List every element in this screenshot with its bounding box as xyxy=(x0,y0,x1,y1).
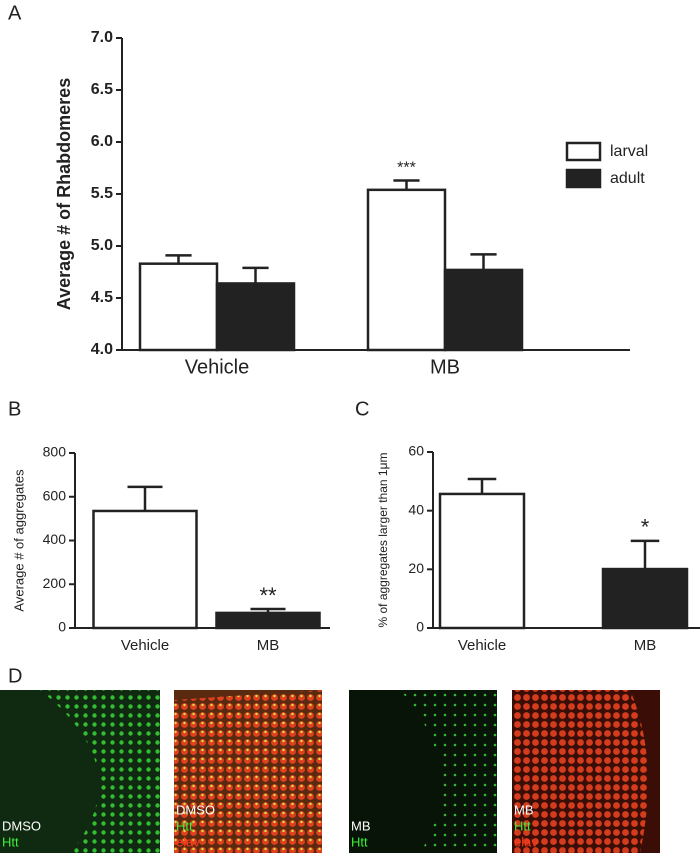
bar xyxy=(438,492,526,630)
bar xyxy=(215,611,321,630)
image-label: elav xyxy=(514,834,538,849)
error-bar xyxy=(127,485,163,511)
x-tick-label: MB xyxy=(257,637,280,654)
x-tick-label: MB xyxy=(634,637,657,654)
x-tick-label: Vehicle xyxy=(185,356,250,378)
y-tick-label: 60 xyxy=(408,443,424,459)
y-axis-label: Average # of Rhabdomeres xyxy=(54,78,74,310)
bar xyxy=(366,188,447,352)
image-label: MB xyxy=(351,818,371,833)
y-tick-label: 4.0 xyxy=(91,341,113,358)
y-tick-label: 0 xyxy=(58,619,66,635)
significance-label: ** xyxy=(259,583,277,608)
significance-label: *** xyxy=(397,160,416,177)
y-axis-label: Average # of aggregates xyxy=(11,469,26,612)
micrograph-texture xyxy=(400,690,497,853)
image-label: Htt xyxy=(176,818,193,833)
image-label: elav xyxy=(176,834,200,849)
micrograph-texture xyxy=(40,690,160,853)
y-axis-label: % of aggregates larger than 1μm xyxy=(376,452,390,627)
error-bar xyxy=(467,477,497,494)
y-tick-label: 6.5 xyxy=(91,81,113,98)
y-tick-label: 6.0 xyxy=(91,133,113,150)
legend-swatch xyxy=(565,141,602,162)
legend-label: adult xyxy=(610,170,645,187)
x-tick-label: Vehicle xyxy=(121,637,169,654)
error-bar xyxy=(393,179,420,190)
error-bar xyxy=(470,253,497,270)
micrographs xyxy=(0,690,660,853)
bar xyxy=(215,282,296,352)
y-tick-label: 5.0 xyxy=(91,237,113,254)
significance-label: * xyxy=(641,515,650,540)
error-bar xyxy=(242,266,269,284)
y-tick-label: 800 xyxy=(43,444,67,460)
micrograph-texture xyxy=(512,690,648,853)
y-tick-label: 4.5 xyxy=(91,289,113,306)
y-tick-label: 600 xyxy=(43,487,67,503)
y-tick-label: 0 xyxy=(416,619,424,635)
image-label: DMSO xyxy=(176,802,215,817)
x-tick-label: MB xyxy=(430,356,460,378)
bar xyxy=(138,262,219,352)
error-bar xyxy=(630,539,660,570)
y-tick-label: 400 xyxy=(43,531,67,547)
y-tick-label: 20 xyxy=(408,560,424,576)
panel-label: A xyxy=(8,2,22,24)
panel-label: B xyxy=(8,398,21,420)
image-label: MB xyxy=(514,802,534,817)
y-tick-label: 5.5 xyxy=(91,185,113,202)
legend-swatch xyxy=(565,168,602,189)
image-label: Htt xyxy=(2,834,19,849)
y-tick-label: 7.0 xyxy=(91,29,113,46)
panel-label: C xyxy=(355,398,369,420)
image-label: DMSO xyxy=(2,818,41,833)
micrograph-texture xyxy=(174,690,322,853)
bar xyxy=(92,509,198,630)
legend-label: larval xyxy=(610,143,648,160)
y-tick-label: 200 xyxy=(43,575,67,591)
image-label: Htt xyxy=(514,818,531,833)
image-label: Htt xyxy=(351,834,368,849)
bar xyxy=(443,268,524,352)
panel-label: D xyxy=(8,665,22,687)
y-tick-label: 40 xyxy=(408,501,424,517)
bar xyxy=(601,567,689,630)
x-tick-label: Vehicle xyxy=(458,637,506,654)
error-bar xyxy=(165,254,192,264)
